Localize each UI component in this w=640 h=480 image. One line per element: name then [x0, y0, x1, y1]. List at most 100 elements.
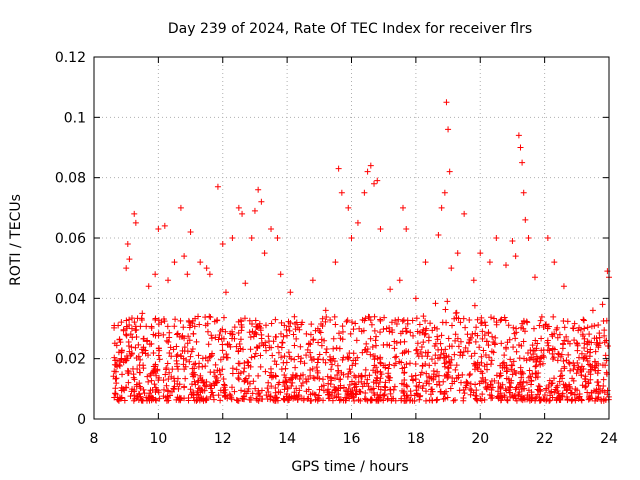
data-point [366, 372, 373, 379]
data-point [488, 357, 495, 364]
data-point [384, 395, 391, 402]
data-point [513, 397, 520, 404]
data-point [377, 316, 384, 323]
data-point [278, 344, 285, 351]
data-point [258, 335, 265, 342]
data-point [336, 345, 343, 352]
data-point [112, 368, 119, 375]
data-point [467, 370, 474, 377]
data-point [261, 250, 268, 257]
data-point [424, 353, 431, 360]
data-point [285, 349, 292, 356]
data-point [358, 372, 365, 379]
data-point [518, 342, 525, 349]
data-point [343, 318, 350, 325]
data-point [536, 358, 543, 365]
data-point [237, 345, 244, 352]
data-point [520, 370, 527, 377]
data-point [176, 381, 183, 388]
data-point [242, 280, 249, 287]
data-point [177, 317, 184, 324]
data-point [429, 397, 436, 404]
data-point [284, 332, 291, 339]
data-point [367, 335, 374, 342]
data-point [161, 318, 168, 325]
data-point [307, 391, 314, 398]
data-point [350, 350, 357, 357]
data-point [347, 330, 354, 337]
data-point [510, 324, 517, 331]
data-point [212, 334, 219, 341]
data-point [271, 394, 278, 401]
data-point [331, 383, 338, 390]
data-point [513, 348, 520, 355]
data-point [241, 393, 248, 400]
data-point [111, 394, 118, 401]
x-tick-label: 14 [278, 431, 296, 447]
data-point [597, 385, 604, 392]
data-point [320, 387, 327, 394]
data-point [425, 337, 432, 344]
data-point [189, 346, 196, 353]
data-point [443, 352, 450, 359]
data-point [537, 388, 544, 395]
data-point [393, 353, 400, 360]
data-point [226, 391, 233, 398]
data-point [177, 204, 184, 211]
data-point [509, 238, 516, 245]
data-point [461, 390, 468, 397]
data-point [155, 377, 162, 384]
data-point [216, 367, 223, 374]
data-point [150, 369, 157, 376]
data-point [415, 384, 422, 391]
data-point [532, 337, 539, 344]
data-point [155, 352, 162, 359]
data-point [404, 383, 411, 390]
data-point [436, 354, 443, 361]
data-point [332, 375, 339, 382]
data-point [307, 367, 314, 374]
data-point [172, 316, 179, 323]
x-tick-label: 16 [343, 431, 361, 447]
y-tick-label: 0.12 [55, 50, 86, 66]
data-point [407, 360, 414, 367]
data-point [386, 342, 393, 349]
data-point [216, 331, 223, 338]
data-point [202, 314, 209, 321]
data-point [371, 327, 378, 334]
data-point [203, 265, 210, 272]
data-point [444, 298, 451, 305]
data-point [111, 361, 118, 368]
data-point [600, 376, 607, 383]
data-point [322, 318, 329, 325]
data-point [462, 324, 469, 331]
data-point [265, 389, 272, 395]
data-point [377, 329, 384, 336]
data-point [169, 366, 176, 373]
data-point [501, 314, 508, 321]
data-point [422, 317, 429, 324]
data-point [272, 372, 279, 379]
data-point [219, 347, 226, 354]
data-point [235, 376, 242, 383]
data-point [203, 383, 210, 390]
data-point [532, 374, 539, 381]
data-point [441, 390, 448, 397]
data-point [419, 385, 426, 392]
data-point [346, 366, 353, 373]
data-point [268, 344, 275, 351]
data-point [564, 396, 571, 403]
data-point [288, 382, 295, 389]
data-point [285, 318, 292, 325]
data-point [258, 198, 265, 205]
data-point [424, 349, 431, 356]
data-point [520, 325, 527, 332]
data-point [189, 320, 196, 327]
data-point [278, 366, 285, 373]
data-point [418, 344, 425, 351]
data-point [536, 383, 543, 390]
data-point [478, 314, 485, 321]
data-point [426, 380, 433, 387]
data-point [184, 271, 191, 278]
